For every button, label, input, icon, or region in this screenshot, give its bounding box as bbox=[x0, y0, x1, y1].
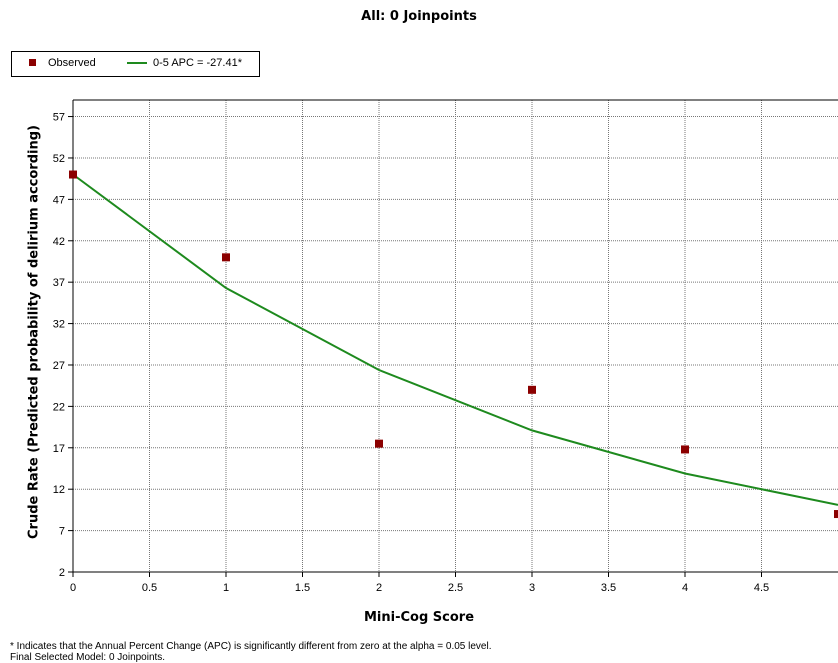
footnote-apc-note: * Indicates that the Annual Percent Chan… bbox=[10, 641, 492, 652]
observed-point bbox=[69, 170, 77, 179]
legend: Observed 0-5 APC = -27.41* bbox=[11, 51, 260, 77]
x-tick-label: 2.5 bbox=[448, 582, 463, 594]
legend-observed-label: Observed bbox=[48, 57, 96, 69]
observed-point bbox=[528, 385, 536, 394]
observed-point bbox=[375, 439, 383, 448]
y-tick-label: 12 bbox=[53, 484, 65, 496]
y-tick-label: 27 bbox=[53, 360, 65, 372]
y-tick-label: 57 bbox=[53, 112, 65, 124]
y-tick-label: 22 bbox=[53, 401, 65, 413]
observed-point bbox=[681, 445, 689, 454]
y-tick-label: 47 bbox=[53, 194, 65, 206]
y-tick-label: 42 bbox=[53, 236, 65, 248]
y-tick-label: 52 bbox=[53, 153, 65, 165]
footnote: * Indicates that the Annual Percent Chan… bbox=[10, 641, 491, 663]
y-tick-label: 7 bbox=[59, 526, 65, 538]
x-tick-label: 3 bbox=[529, 582, 535, 594]
y-tick-label: 2 bbox=[59, 567, 65, 579]
fit-line-swatch bbox=[127, 62, 147, 64]
y-axis-title: Crude Rate (Predicted probability of del… bbox=[26, 125, 42, 539]
y-tick-label: 37 bbox=[53, 277, 65, 289]
x-tick-label: 0 bbox=[70, 582, 76, 594]
observed-marker-swatch bbox=[29, 59, 36, 66]
legend-fit-label: 0-5 APC = -27.41* bbox=[153, 57, 242, 69]
observed-point bbox=[834, 510, 838, 519]
fit-line bbox=[72, 173, 838, 506]
chart-title: All: 0 Joinpoints bbox=[361, 9, 477, 24]
x-tick-label: 2 bbox=[376, 582, 382, 594]
observed-point bbox=[222, 253, 230, 262]
x-tick-label: 3.5 bbox=[601, 582, 616, 594]
x-tick-label: 1.5 bbox=[295, 582, 310, 594]
x-axis-title: Mini-Cog Score bbox=[363, 610, 475, 625]
y-tick-label: 17 bbox=[53, 443, 65, 455]
y-tick-label: 32 bbox=[53, 319, 65, 331]
x-tick-label: 4.5 bbox=[754, 582, 769, 594]
x-tick-label: 1 bbox=[223, 582, 229, 594]
x-tick-label: 0.5 bbox=[142, 582, 157, 594]
x-tick-label: 4 bbox=[682, 582, 688, 594]
footnote-model-note: Final Selected Model: 0 Joinpoints. bbox=[10, 652, 166, 663]
